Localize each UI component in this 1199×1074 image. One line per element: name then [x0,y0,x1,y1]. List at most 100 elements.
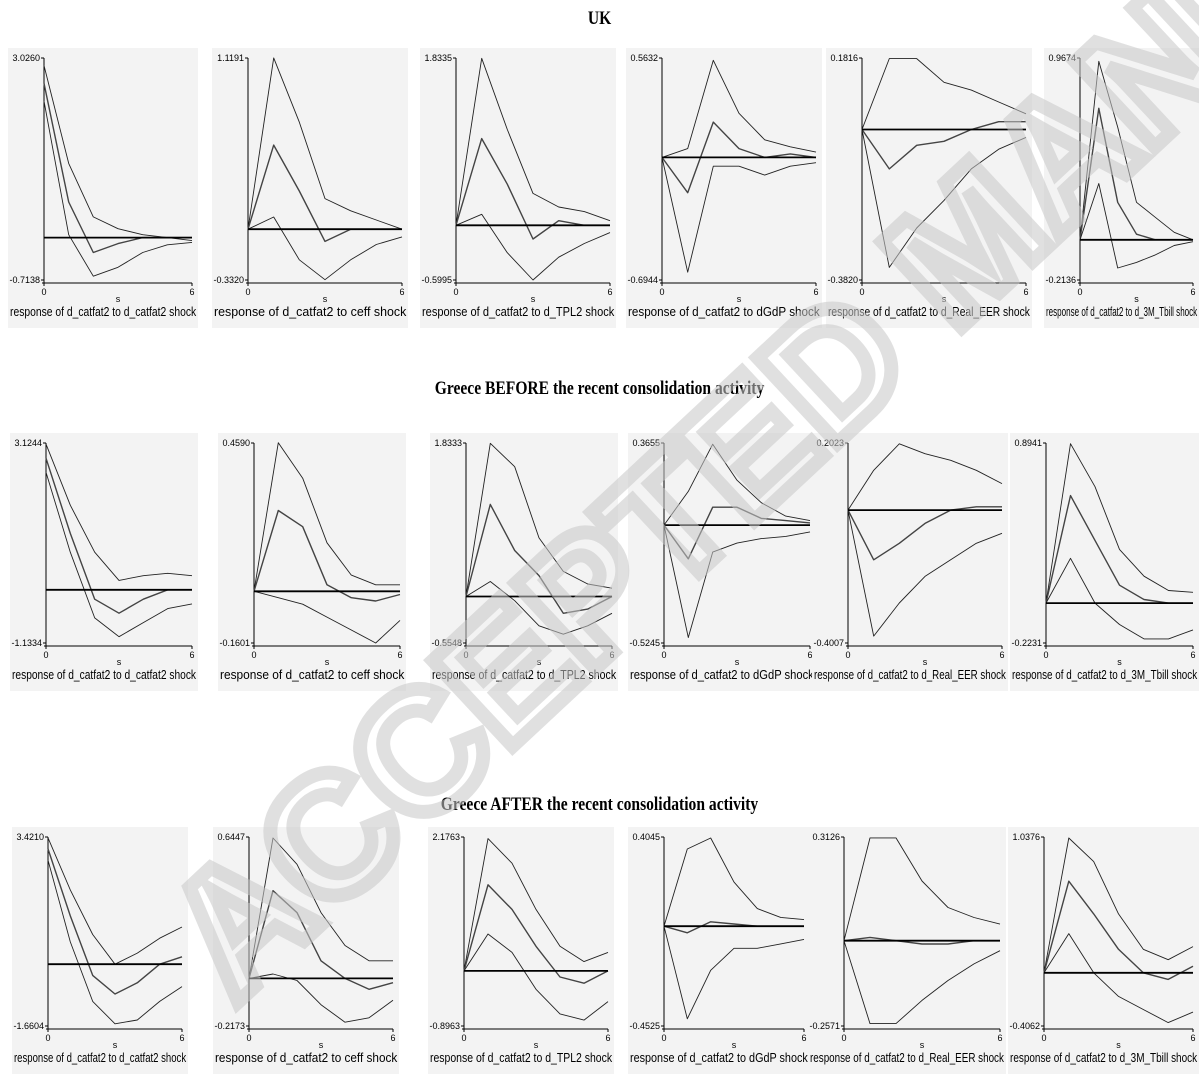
x-axis-label: s [1117,657,1122,667]
irf-series-line [47,848,183,995]
y-tick-label: -0.4007 [813,638,844,648]
y-tick-label: -1.1334 [11,638,42,648]
panel-caption: response of d_catfat2 to dGdP shock [628,304,820,319]
panel-caption: response of d_catfat2 to d_3M_Tbill shoc… [1010,1050,1198,1065]
irf-series-line [253,442,400,592]
x-tick-label: 6 [1190,1033,1195,1043]
irf-series-line [455,137,610,240]
x-axis-label: s [319,1040,324,1050]
irf-series-line [248,973,394,1023]
x-tick-label: 0 [461,1033,466,1043]
irf-series-line [663,837,805,927]
x-tick-label: 6 [999,650,1004,660]
x-axis-label: s [117,657,122,667]
section-title-greece-before: Greece BEFORE the recent consolidation a… [434,378,765,399]
irf-panel: 0.3126 -0.2571 0 6 s response of d_catfat2 to… [808,827,1006,1074]
y-tick-label: -0.5548 [431,638,462,648]
irf-series-line [847,506,1002,561]
irf-series-line [843,940,1001,1025]
y-tick-label: 3.1244 [14,438,42,448]
x-tick-label: 0 [661,1033,666,1043]
x-axis-label: s [735,657,740,667]
irf-panel: 3.4210 -1.6604 0 6 s response of d_catfat2 to… [12,827,188,1074]
x-tick-label: 0 [661,650,666,660]
y-tick-label: -0.4062 [1009,1021,1040,1031]
x-axis-label: s [113,1040,118,1050]
irf-series-line [253,509,401,602]
irf-series-line [843,837,1001,941]
x-tick-label: 0 [845,650,850,660]
x-tick-label: 6 [801,1033,806,1043]
irf-series-line [253,590,401,644]
x-tick-label: 6 [997,1033,1002,1043]
irf-panel: 2.1763 -0.8963 0 6 s response of d_catfat2 to… [428,827,614,1074]
section-title-uk: UK [587,8,612,29]
irf-panel: 0.6447 -0.2173 0 6 s response of d_catfat2 to… [213,827,399,1074]
y-tick-label: 0.4045 [632,832,660,842]
panel-caption: response of d_catfat2 to ceff shock [214,304,407,319]
irf-series-line [661,157,817,273]
panel-caption: response of d_catfat2 to d_Real_EER shoc… [810,1050,1004,1065]
irf-series-line [45,443,193,581]
y-tick-label: 0.8941 [1014,438,1042,448]
y-tick-label: -0.2173 [214,1021,245,1031]
y-tick-label: -0.4525 [629,1021,660,1031]
y-tick-label: 0.6447 [217,832,245,842]
y-tick-label: -1.6604 [13,1021,44,1031]
irf-panel: 1.1191 -0.3320 0 6 s response of d_catfat2 to… [212,48,408,328]
irf-series-line [661,121,817,194]
irf-panel: 1.0376 -0.4062 0 6 s response of d_catfat2 to… [1008,827,1199,1074]
x-axis-label: s [531,294,536,304]
irf-series-line [465,442,613,597]
irf-panel: 1.8335 -0.5995 0 6 s response of d_catfat2 to… [420,48,616,328]
x-tick-label: 0 [463,650,468,660]
irf-series-line [663,926,805,1020]
x-tick-label: 6 [189,287,194,297]
irf-series-line [663,443,811,526]
irf-series-line [463,933,609,1021]
x-axis-label: s [537,657,542,667]
x-tick-label: 0 [45,1033,50,1043]
x-tick-label: 0 [841,1033,846,1043]
irf-panel: 0.9674 -0.2136 0 6 s response of d_catfat2 to… [1044,48,1199,328]
irf-series-line [247,57,403,230]
y-tick-label: -0.1601 [219,638,250,648]
y-tick-label: -0.2231 [1011,638,1042,648]
x-tick-label: 6 [813,287,818,297]
irf-series-line [861,58,1027,130]
x-axis-label: s [737,294,742,304]
y-tick-label: -0.5995 [421,275,452,285]
x-axis-label: s [323,294,328,304]
y-tick-label: 0.1816 [830,53,858,63]
irf-panel: 1.8333 -0.5548 0 6 s response of d_catfat2 to… [430,433,618,691]
irf-series-line [861,120,1026,170]
x-axis-label: s [732,1040,737,1050]
y-tick-label: 3.0260 [12,53,40,63]
x-axis-label: s [920,1040,925,1050]
x-axis-label: s [1134,294,1139,304]
y-tick-label: -0.2136 [1045,275,1076,285]
irf-series-line [847,443,1003,511]
irf-series-line [248,890,394,991]
panel-caption: response of d_catfat2 to d_Real_EER shoc… [814,667,1006,682]
x-tick-label: 6 [399,287,404,297]
irf-series-line [1043,933,1194,1024]
y-tick-label: -0.3820 [827,275,858,285]
y-tick-label: -0.5245 [629,638,660,648]
section-title-greece-after: Greece AFTER the recent consolidation ac… [440,794,759,815]
y-tick-label: -0.2571 [809,1021,840,1031]
irf-series-line [661,59,817,158]
x-tick-label: 0 [1043,650,1048,660]
irf-panel: 0.4590 -0.1601 0 6 s response of d_catfat2 to… [218,433,406,691]
irf-series-line [465,503,613,615]
y-tick-label: 0.5632 [630,53,658,63]
x-tick-label: 0 [659,287,664,297]
y-tick-label: 1.0376 [1012,832,1040,842]
